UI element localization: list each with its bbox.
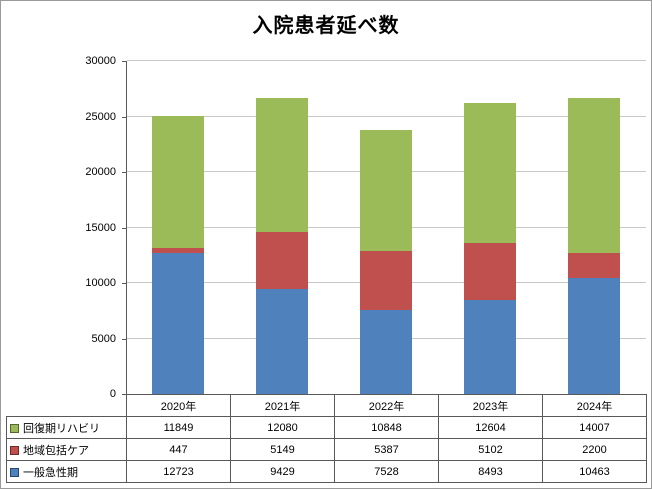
chart-title: 入院患者延べ数 [252, 15, 400, 37]
value-cell: 5102 [438, 438, 543, 461]
legend-swatch [10, 467, 19, 477]
category-label: 2024年 [542, 394, 647, 417]
bar-segment-回復期リハビリ [256, 98, 308, 233]
bar-segment-回復期リハビリ [568, 97, 620, 254]
data-table: 2020年 2021年 2022年 2023年 2024年回復期リハビリ 11849 120… [6, 394, 647, 483]
bar-segment-回復期リハビリ [152, 116, 204, 248]
y-axis-tick [122, 61, 126, 62]
value-cell: 447 [126, 438, 231, 461]
y-axis-label: 10000 [85, 277, 116, 289]
value-cell: 10848 [334, 416, 439, 439]
y-axis-label: 15000 [85, 221, 116, 234]
y-axis-tick [122, 338, 126, 340]
bar-segment-一般急性期 [152, 252, 204, 394]
category-label: 2022年 [334, 394, 439, 417]
y-axis-label: 30000 [85, 55, 116, 67]
gridline [127, 60, 646, 61]
y-axis-label: 0 [109, 388, 116, 400]
value-cell: 5387 [334, 438, 439, 461]
plot-area [126, 60, 646, 394]
bar-segment-地域包括ケア [152, 247, 204, 253]
bar-segment-回復期リハビリ [464, 103, 516, 244]
series-name: 一般急性期 [23, 466, 78, 479]
bar-segment-地域包括ケア [568, 253, 620, 278]
bar-segment-回復期リハビリ [360, 130, 412, 251]
y-axis-label: 20000 [85, 166, 116, 178]
category-label: 2020年 [126, 394, 231, 417]
value-cell: 8493 [438, 460, 543, 483]
category-label: 2023年 [438, 394, 543, 417]
gridline [127, 115, 646, 117]
value-cell: 12080 [230, 416, 335, 439]
bar-segment-地域包括ケア [360, 250, 412, 311]
value-cell: 12723 [126, 460, 231, 483]
y-axis-tick [122, 172, 126, 173]
legend-swatch [10, 445, 19, 455]
table-corner-blank [7, 395, 127, 417]
y-axis-tick [122, 394, 126, 395]
bar-segment-一般急性期 [360, 310, 412, 394]
y-axis-label: 5000 [91, 332, 116, 345]
y-axis-tick [122, 116, 126, 118]
value-cell: 2200 [542, 438, 647, 461]
value-cell: 12604 [438, 416, 543, 439]
series-label-cell: 一般急性期 [6, 460, 127, 483]
series-name: 地域包括ケア [23, 444, 89, 457]
legend-swatch [10, 423, 19, 433]
y-axis-label: 25000 [85, 110, 116, 123]
bar-segment-地域包括ケア [256, 232, 308, 290]
bar-segment-地域包括ケア [464, 243, 516, 300]
value-cell: 7528 [334, 460, 439, 483]
bar-segment-一般急性期 [568, 277, 620, 394]
y-axis-tick [122, 227, 126, 229]
value-cell: 5149 [230, 438, 335, 461]
value-cell: 11849 [126, 416, 231, 439]
value-cell: 9429 [230, 460, 335, 483]
y-axis: 0 5000 10000 15000 20000 25000 30000 [1, 55, 126, 400]
series-label-cell: 回復期リハビリ [6, 416, 127, 439]
category-label: 2021年 [230, 394, 335, 417]
bar-segment-一般急性期 [464, 299, 516, 394]
bar-segment-一般急性期 [256, 289, 308, 394]
series-label-cell: 地域包括ケア [6, 438, 127, 461]
series-name: 回復期リハビリ [23, 422, 100, 435]
value-cell: 10463 [542, 460, 647, 483]
value-cell: 14007 [542, 416, 647, 439]
y-axis-tick [122, 283, 126, 284]
